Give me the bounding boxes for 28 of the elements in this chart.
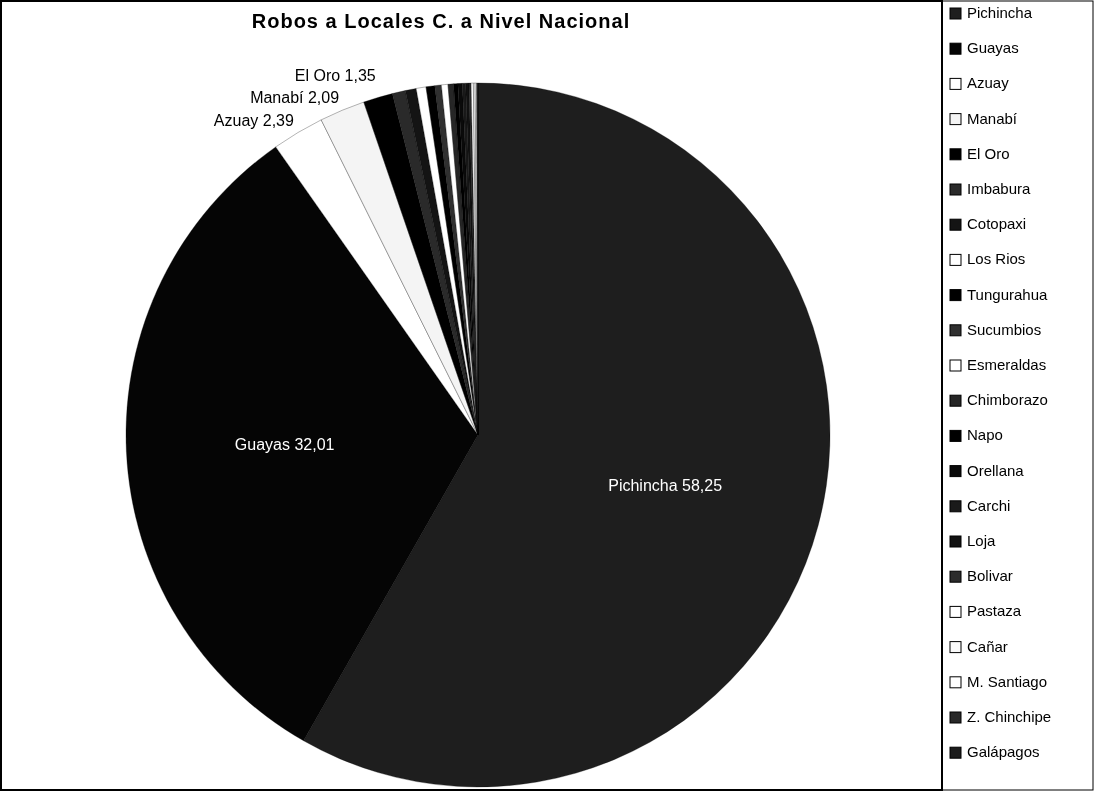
legend-label: Z. Chinchipe xyxy=(967,708,1052,725)
legend-label: El Oro xyxy=(967,144,1010,162)
legend-label: Guayas xyxy=(967,39,1019,57)
legend-label: Orellana xyxy=(967,461,1025,479)
legend-label: Pichincha xyxy=(967,4,1033,21)
legend-label: Napo xyxy=(967,426,1003,444)
legend-label: Chimborazo xyxy=(967,391,1048,409)
legend-label: M. Santiago xyxy=(967,672,1048,690)
legend-label: Loja xyxy=(967,532,997,549)
legend-label: Galápagos xyxy=(967,743,1040,761)
legend-label: Manabí xyxy=(967,109,1018,127)
legend-label: Cotopaxi xyxy=(967,215,1027,233)
category-label: El Oro 1,35 xyxy=(294,66,376,84)
category-label: Manabí 2,09 xyxy=(250,88,340,106)
legend-label: Tungurahua xyxy=(967,285,1048,303)
category-label: Guayas 32,01 xyxy=(234,436,335,454)
legend-label: Azuay xyxy=(967,74,1010,92)
legend-label: Esmeraldas xyxy=(967,356,1047,373)
legend-label: Carchi xyxy=(967,496,1011,514)
legend-label: Cañar xyxy=(967,637,1008,655)
legend-label: Pastaza xyxy=(967,602,1022,620)
legend-label: Imbabura xyxy=(967,180,1032,197)
legend-label: Sucumbios xyxy=(967,320,1042,338)
category-label: Pichincha 58,25 xyxy=(608,476,723,494)
category-label: Azuay 2,39 xyxy=(213,111,294,129)
legend-label: Los Rios xyxy=(967,250,1026,268)
legend-label: Bolivar xyxy=(967,567,1013,585)
text: Robos a Locales C. a Nivel Nacional xyxy=(251,10,631,32)
